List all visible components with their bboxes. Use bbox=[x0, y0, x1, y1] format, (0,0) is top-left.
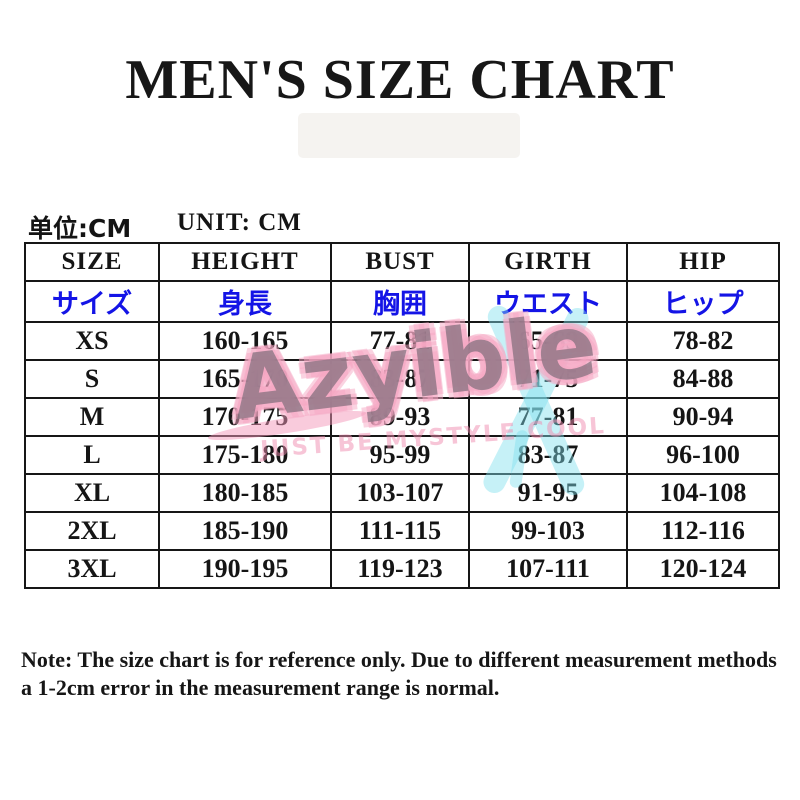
measurement-cell: 77-81 bbox=[330, 321, 470, 361]
note-line-1: Note: The size chart is for reference on… bbox=[21, 647, 777, 672]
measurement-cell: 175-180 bbox=[158, 435, 332, 475]
size-label-cell: 2XL bbox=[24, 511, 160, 551]
measurement-cell: 83-87 bbox=[468, 435, 628, 475]
measurement-cell: 165-170 bbox=[158, 359, 332, 399]
size-label-cell: M bbox=[24, 397, 160, 437]
note-text: Note: The size chart is for reference on… bbox=[21, 646, 785, 702]
measurement-cell: 160-165 bbox=[158, 321, 332, 361]
measurement-cell: 95-99 bbox=[330, 435, 470, 475]
header-cell-jp: ウエスト bbox=[468, 280, 628, 323]
size-row: 3XL 190-195 119-123 107-111 120-124 bbox=[24, 549, 780, 589]
measurement-cell: 111-115 bbox=[330, 511, 470, 551]
measurement-cell: 84-88 bbox=[626, 359, 780, 399]
size-row: XL 180-185 103-107 91-95 104-108 bbox=[24, 473, 780, 513]
note-line-2: a 1-2cm error in the measurement range i… bbox=[21, 675, 500, 700]
size-row: L 175-180 95-99 83-87 96-100 bbox=[24, 435, 780, 475]
size-row: XS 160-165 77-81 65-69 78-82 bbox=[24, 321, 780, 361]
measurement-cell: 71-75 bbox=[468, 359, 628, 399]
header-cell-jp: 胸囲 bbox=[330, 280, 470, 323]
measurement-cell: 104-108 bbox=[626, 473, 780, 513]
measurement-cell: 185-190 bbox=[158, 511, 332, 551]
size-label-cell: S bbox=[24, 359, 160, 399]
measurement-cell: 65-69 bbox=[468, 321, 628, 361]
header-cell-en: GIRTH bbox=[468, 242, 628, 282]
measurement-cell: 90-94 bbox=[626, 397, 780, 437]
measurement-cell: 119-123 bbox=[330, 549, 470, 589]
size-label-cell: XS bbox=[24, 321, 160, 361]
title-smudge bbox=[298, 113, 520, 158]
table-header-row-jp: サイズ 身長 胸囲 ウエスト ヒップ bbox=[24, 280, 780, 323]
header-cell-en: BUST bbox=[330, 242, 470, 282]
header-cell-en: SIZE bbox=[24, 242, 160, 282]
unit-line: 单位:CM UNIT: CM bbox=[0, 209, 800, 243]
measurement-cell: 103-107 bbox=[330, 473, 470, 513]
unit-label-en: UNIT: CM bbox=[177, 209, 302, 236]
size-label-cell: XL bbox=[24, 473, 160, 513]
header-cell-jp: サイズ bbox=[24, 280, 160, 323]
size-label-cell: 3XL bbox=[24, 549, 160, 589]
header-cell-jp: 身長 bbox=[158, 280, 332, 323]
measurement-cell: 78-82 bbox=[626, 321, 780, 361]
measurement-cell: 170-175 bbox=[158, 397, 332, 437]
header-cell-en: HIP bbox=[626, 242, 780, 282]
size-row: S 165-170 83-87 71-75 84-88 bbox=[24, 359, 780, 399]
measurement-cell: 83-87 bbox=[330, 359, 470, 399]
measurement-cell: 96-100 bbox=[626, 435, 780, 475]
table-header-row-en: SIZE HEIGHT BUST GIRTH HIP bbox=[24, 242, 780, 282]
measurement-cell: 91-95 bbox=[468, 473, 628, 513]
size-row: M 170-175 89-93 77-81 90-94 bbox=[24, 397, 780, 437]
size-chart-table: SIZE HEIGHT BUST GIRTH HIP サイズ 身長 胸囲 ウエスト ヒップ XS… bbox=[24, 242, 780, 589]
measurement-cell: 99-103 bbox=[468, 511, 628, 551]
measurement-cell: 107-111 bbox=[468, 549, 628, 589]
page-title: MEN'S SIZE CHART bbox=[125, 49, 675, 111]
unit-label-cn: 单位:CM bbox=[28, 214, 132, 243]
measurement-cell: 190-195 bbox=[158, 549, 332, 589]
measurement-cell: 120-124 bbox=[626, 549, 780, 589]
measurement-cell: 89-93 bbox=[330, 397, 470, 437]
header-cell-jp: ヒップ bbox=[626, 280, 780, 323]
measurement-cell: 180-185 bbox=[158, 473, 332, 513]
header-cell-en: HEIGHT bbox=[158, 242, 332, 282]
size-table-body: SIZE HEIGHT BUST GIRTH HIP サイズ 身長 胸囲 ウエスト ヒップ XS… bbox=[24, 242, 780, 589]
size-label-cell: L bbox=[24, 435, 160, 475]
measurement-cell: 112-116 bbox=[626, 511, 780, 551]
measurement-cell: 77-81 bbox=[468, 397, 628, 437]
size-row: 2XL 185-190 111-115 99-103 112-116 bbox=[24, 511, 780, 551]
